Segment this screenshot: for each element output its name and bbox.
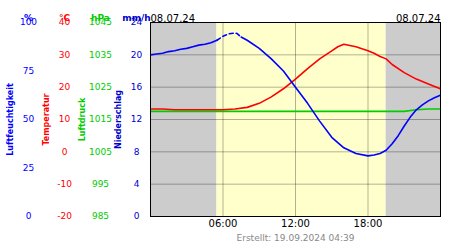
svg-text:Erstellt: 19.09.2024 04:39: Erstellt: 19.09.2024 04:39 — [237, 233, 355, 243]
svg-text:1015: 1015 — [89, 114, 112, 124]
svg-text:20: 20 — [59, 82, 71, 92]
svg-text:Luftfeuchtigkeit: Luftfeuchtigkeit — [6, 83, 15, 156]
svg-text:08.07.24: 08.07.24 — [396, 13, 441, 24]
svg-text:06:00: 06:00 — [209, 218, 238, 229]
svg-text:75: 75 — [23, 66, 34, 76]
svg-text:1025: 1025 — [89, 82, 112, 92]
svg-text:50: 50 — [23, 114, 35, 124]
svg-text:Temperatur: Temperatur — [42, 93, 51, 145]
svg-text:0: 0 — [62, 147, 68, 157]
svg-text:985: 985 — [92, 211, 109, 221]
svg-text:18:00: 18:00 — [354, 218, 383, 229]
svg-text:%: % — [24, 13, 33, 23]
svg-text:Luftdruck: Luftdruck — [78, 97, 87, 141]
svg-text:100: 100 — [19, 17, 38, 28]
svg-text:25: 25 — [23, 163, 34, 173]
svg-text:10: 10 — [59, 114, 71, 124]
svg-text:12:00: 12:00 — [281, 218, 310, 229]
svg-text:30: 30 — [59, 50, 71, 60]
svg-text:-10: -10 — [57, 179, 72, 189]
svg-text:1005: 1005 — [89, 147, 112, 157]
svg-text:mm/h: mm/h — [122, 13, 150, 23]
svg-text:4: 4 — [134, 179, 140, 189]
svg-text:08.07.24: 08.07.24 — [151, 13, 196, 24]
svg-text:hPa: hPa — [91, 13, 110, 23]
svg-text:-20: -20 — [57, 211, 72, 221]
svg-text:0: 0 — [134, 211, 140, 221]
svg-text:16: 16 — [131, 82, 143, 92]
svg-text:8: 8 — [134, 147, 140, 157]
svg-text:995: 995 — [92, 179, 109, 189]
svg-text:Niederschlag: Niederschlag — [114, 90, 123, 149]
svg-text:12: 12 — [131, 114, 142, 124]
svg-text:1035: 1035 — [89, 50, 112, 60]
svg-text:0: 0 — [26, 211, 32, 221]
svg-text:°C: °C — [59, 13, 71, 23]
svg-text:20: 20 — [131, 50, 143, 60]
